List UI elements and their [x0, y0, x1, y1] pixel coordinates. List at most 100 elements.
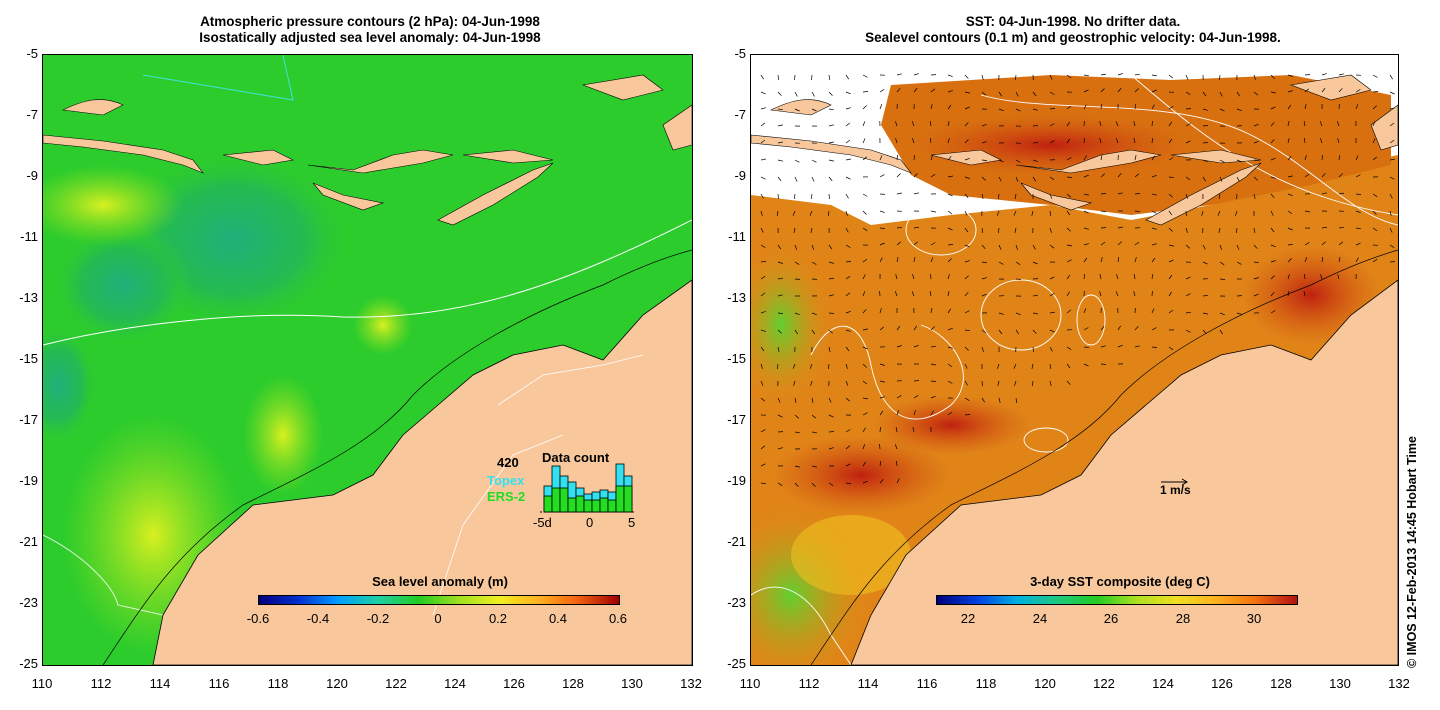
velocity-arrow: [1355, 210, 1361, 214]
velocity-arrow: [1287, 227, 1293, 231]
velocity-arrow: [929, 121, 932, 127]
velocity-arrow: [777, 277, 783, 280]
velocity-arrow: [913, 344, 919, 348]
velocity-arrow: [777, 193, 779, 200]
velocity-arrow: [964, 310, 970, 314]
velocity-arrow: [895, 138, 898, 144]
velocity-arrow: [1304, 173, 1310, 178]
velocity-arrow: [1304, 273, 1306, 280]
velocity-arrow: [1338, 226, 1345, 229]
left-title-line2: Isostatically adjusted sea level anomaly…: [199, 30, 541, 45]
velocity-arrow: [862, 412, 868, 416]
velocity-arrow: [828, 414, 834, 418]
velocity-arrow: [1151, 193, 1157, 196]
velocity-arrow: [1151, 120, 1153, 127]
velocity-arrow: [809, 210, 813, 216]
velocity-arrow: [1270, 157, 1276, 161]
velocity-arrow: [964, 227, 969, 233]
velocity-arrow: [1372, 156, 1378, 161]
velocity-arrow: [1049, 176, 1055, 181]
left-lon-tick: 128: [562, 676, 584, 691]
sla-colorbar-tick: -0.6: [246, 611, 270, 626]
velocity-arrow: [896, 173, 901, 178]
velocity-arrow: [1134, 104, 1137, 110]
velocity-arrow: [1236, 159, 1242, 163]
velocity-arrow: [1066, 309, 1072, 314]
velocity-arrow: [1253, 193, 1256, 199]
velocity-arrow: [1117, 241, 1122, 246]
velocity-arrow: [895, 121, 898, 127]
velocity-arrow: [1321, 257, 1324, 263]
velocity-arrow: [1236, 91, 1240, 97]
velocity-arrow: [981, 123, 987, 127]
velocity-arrow: [896, 87, 901, 93]
velocity-arrow: [845, 139, 851, 144]
velocity-arrow: [1134, 241, 1140, 246]
velocity-arrow: [981, 244, 986, 250]
velocity-arrow: [964, 292, 969, 297]
velocity-arrow: [1185, 176, 1191, 181]
velocity-arrow: [981, 193, 984, 199]
velocity-arrow: [1338, 173, 1343, 178]
velocity-arrow: [981, 159, 988, 161]
sst-colorbar-tick: 26: [1103, 611, 1119, 626]
velocity-arrow: [1389, 176, 1395, 180]
velocity-arrow: [828, 363, 830, 370]
velocity-arrow: [862, 427, 866, 433]
velocity-arrow: [896, 192, 902, 195]
velocity-arrow: [1168, 346, 1174, 351]
velocity-arrow: [1066, 121, 1070, 127]
velocity-arrow: [1083, 227, 1089, 230]
velocity-arrow: [1217, 210, 1221, 216]
velocity-arrow: [1355, 155, 1359, 161]
velocity-arrow: [1031, 363, 1034, 369]
velocity-arrow: [1013, 363, 1017, 369]
velocity-arrow: [1100, 363, 1107, 365]
velocity-arrow: [1066, 274, 1071, 280]
velocity-arrow: [862, 121, 866, 127]
velocity-arrow: [1014, 227, 1017, 233]
velocity-arrow: [811, 329, 816, 335]
velocity-arrow: [845, 329, 851, 332]
velocity-arrow: [1202, 91, 1207, 97]
velocity-arrow: [1389, 210, 1392, 216]
left-lon-tick: 114: [149, 676, 171, 691]
velocity-arrow: [981, 141, 987, 144]
velocity-arrow: [1116, 274, 1119, 280]
velocity-arrow: [1236, 261, 1242, 265]
velocity-arrow: [1185, 244, 1191, 249]
velocity-arrow: [879, 227, 886, 230]
velocity-arrow: [760, 275, 766, 280]
velocity-arrow: [1066, 291, 1070, 297]
velocity-arrow: [947, 274, 950, 280]
velocity-arrow: [1287, 138, 1290, 144]
right-lat-tick: -13: [727, 290, 746, 305]
velocity-arrow: [1338, 192, 1344, 195]
velocity-arrow: [947, 175, 953, 178]
velocity-arrow: [1032, 346, 1034, 353]
velocity-arrow: [879, 257, 883, 263]
velocity-arrow: [911, 121, 915, 127]
velocity-arrow: [1151, 257, 1156, 263]
velocity-arrow: [1099, 274, 1102, 280]
velocity-arrow: [828, 447, 834, 450]
velocity-arrow: [760, 91, 766, 95]
velocity-arrow: [981, 346, 984, 352]
velocity-arrow: [1115, 291, 1119, 297]
left-lat-tick: -19: [19, 473, 38, 488]
velocity-arrow: [930, 345, 937, 348]
velocity-arrow: [1083, 257, 1088, 263]
velocity-arrow: [879, 242, 885, 246]
velocity-arrow: [1355, 174, 1361, 178]
sla-colorbar-tick: -0.4: [306, 611, 330, 626]
velocity-arrow: [1389, 227, 1393, 233]
velocity-arrow: [947, 210, 953, 215]
velocity-arrow: [879, 410, 884, 416]
velocity-arrow: [828, 277, 834, 280]
velocity-arrow: [964, 176, 970, 179]
velocity-arrow: [845, 107, 851, 110]
velocity-arrow: [1083, 137, 1085, 144]
velocity-arrow: [1253, 277, 1259, 280]
velocity-arrow: [828, 74, 831, 80]
velocity-arrow: [930, 88, 936, 93]
